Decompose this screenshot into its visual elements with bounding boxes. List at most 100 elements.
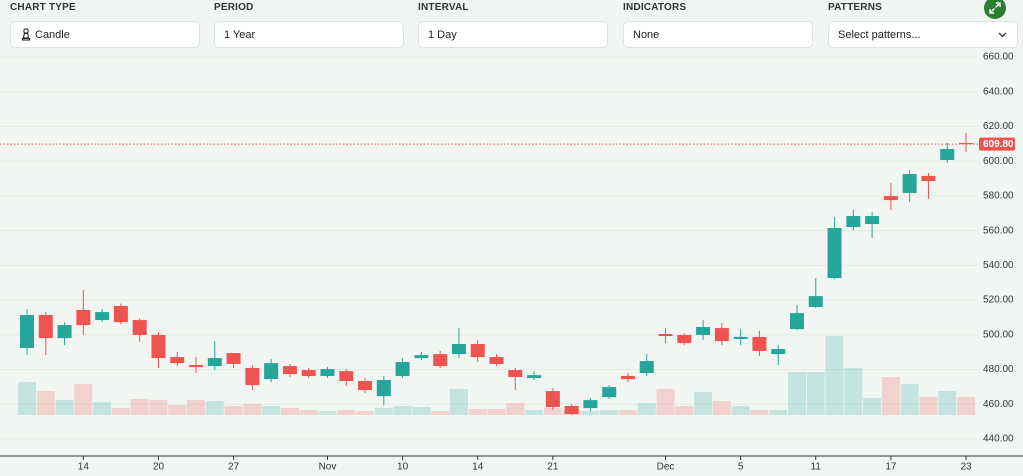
candle-body	[846, 216, 861, 227]
candle-body	[696, 327, 711, 335]
volume-bar	[111, 408, 130, 415]
x-tick-label: 20	[153, 462, 165, 473]
control-label: INDICATORS	[623, 2, 687, 13]
candle-body	[20, 315, 34, 349]
volume-bar	[881, 377, 900, 415]
candle-body	[414, 355, 429, 359]
x-tick-label: 14	[78, 462, 90, 473]
volume-bar	[900, 384, 919, 415]
x-tick-label: 11	[811, 462, 822, 473]
volume-bar	[787, 372, 806, 415]
volume-bar	[36, 391, 55, 415]
x-tick-label: Nov	[319, 462, 337, 473]
candle-body	[808, 296, 823, 308]
volume-bar	[919, 397, 938, 415]
x-tick-label: 21	[547, 462, 559, 473]
volume-bar	[431, 411, 450, 415]
candle-body	[358, 381, 373, 391]
volume-bar	[938, 391, 957, 415]
x-tick-label: 5	[738, 462, 744, 473]
volume-bar	[243, 404, 262, 415]
y-tick-label: 460.00	[983, 399, 1014, 410]
candle-body	[639, 361, 654, 374]
volume-bar	[412, 407, 431, 415]
candle-body	[733, 336, 748, 339]
candle-body	[95, 312, 110, 321]
candle-body	[38, 315, 53, 339]
candle-body	[189, 365, 204, 368]
volume-bar	[93, 402, 112, 415]
candle-body	[470, 344, 485, 358]
y-tick-label: 520.00	[983, 295, 1014, 306]
chevron-icon	[998, 32, 1007, 37]
control-label: PERIOD	[214, 2, 254, 13]
y-tick-label: 580.00	[983, 191, 1014, 202]
candle-body	[865, 216, 880, 225]
volume-bar	[299, 410, 318, 415]
volume-bar	[187, 400, 206, 415]
x-tick-label: 27	[228, 462, 240, 473]
last-price-tag	[979, 137, 1015, 151]
candle-body	[771, 349, 786, 355]
candle-body	[677, 334, 692, 343]
y-tick-label: 600.00	[983, 156, 1014, 167]
candle-body	[883, 196, 898, 201]
control-select[interactable]: Select patterns...	[828, 21, 1018, 48]
expand-icon	[989, 2, 1001, 14]
volume-bar	[374, 408, 393, 415]
y-tick-label: 640.00	[983, 86, 1014, 97]
volume-bar	[675, 406, 694, 415]
candle-body	[940, 149, 955, 160]
candle-body	[508, 370, 523, 378]
x-tick-label: 17	[885, 462, 897, 473]
control-value: 1 Year	[224, 28, 256, 41]
control-label: CHART TYPE	[10, 2, 76, 13]
control-select[interactable]: 1 Year	[214, 21, 404, 48]
y-tick-label: 440.00	[983, 434, 1014, 445]
candle-body	[282, 366, 297, 375]
y-tick-label: 660.00	[983, 52, 1014, 63]
control-select[interactable]: Candle	[10, 21, 200, 48]
volume-bar	[356, 411, 375, 415]
candle-body	[451, 344, 466, 355]
control-value: Candle	[35, 28, 70, 41]
volume-bar	[205, 401, 224, 415]
volume-bar	[149, 400, 168, 415]
candle-body	[714, 328, 729, 342]
candle-body	[151, 334, 166, 359]
volume-bar	[506, 403, 525, 415]
control-select[interactable]: None	[623, 21, 813, 48]
candle-body	[113, 305, 128, 323]
volume-bar	[637, 403, 656, 415]
candle-body	[583, 400, 598, 409]
volume-bar	[74, 384, 93, 415]
candle-body	[57, 325, 72, 339]
volume-bar	[393, 406, 412, 415]
volume-bar	[55, 400, 74, 415]
volume-bar	[581, 411, 600, 415]
candle-body	[602, 387, 617, 398]
candle-body	[489, 357, 504, 364]
expand-button[interactable]	[984, 0, 1006, 19]
volume-bar	[769, 410, 788, 415]
volume-bar	[600, 410, 619, 415]
candle-body	[959, 142, 973, 145]
volume-bar	[318, 411, 337, 415]
y-tick-label: 480.00	[983, 364, 1014, 375]
control-value: None	[633, 28, 660, 41]
candle-body	[658, 333, 673, 337]
control-select[interactable]: 1 Day	[418, 21, 608, 48]
x-tick-label: Dec	[657, 462, 675, 473]
y-tick-label: 560.00	[983, 225, 1014, 236]
candle-body	[76, 309, 91, 326]
volume-bar	[487, 409, 506, 415]
x-tick-label: 10	[397, 462, 409, 473]
control-value: 1 Day	[428, 28, 457, 41]
volume-bar	[18, 382, 36, 415]
volume-bar	[957, 397, 975, 415]
candle-body	[921, 175, 936, 181]
candle-body	[301, 370, 316, 376]
candle-body	[132, 320, 147, 335]
